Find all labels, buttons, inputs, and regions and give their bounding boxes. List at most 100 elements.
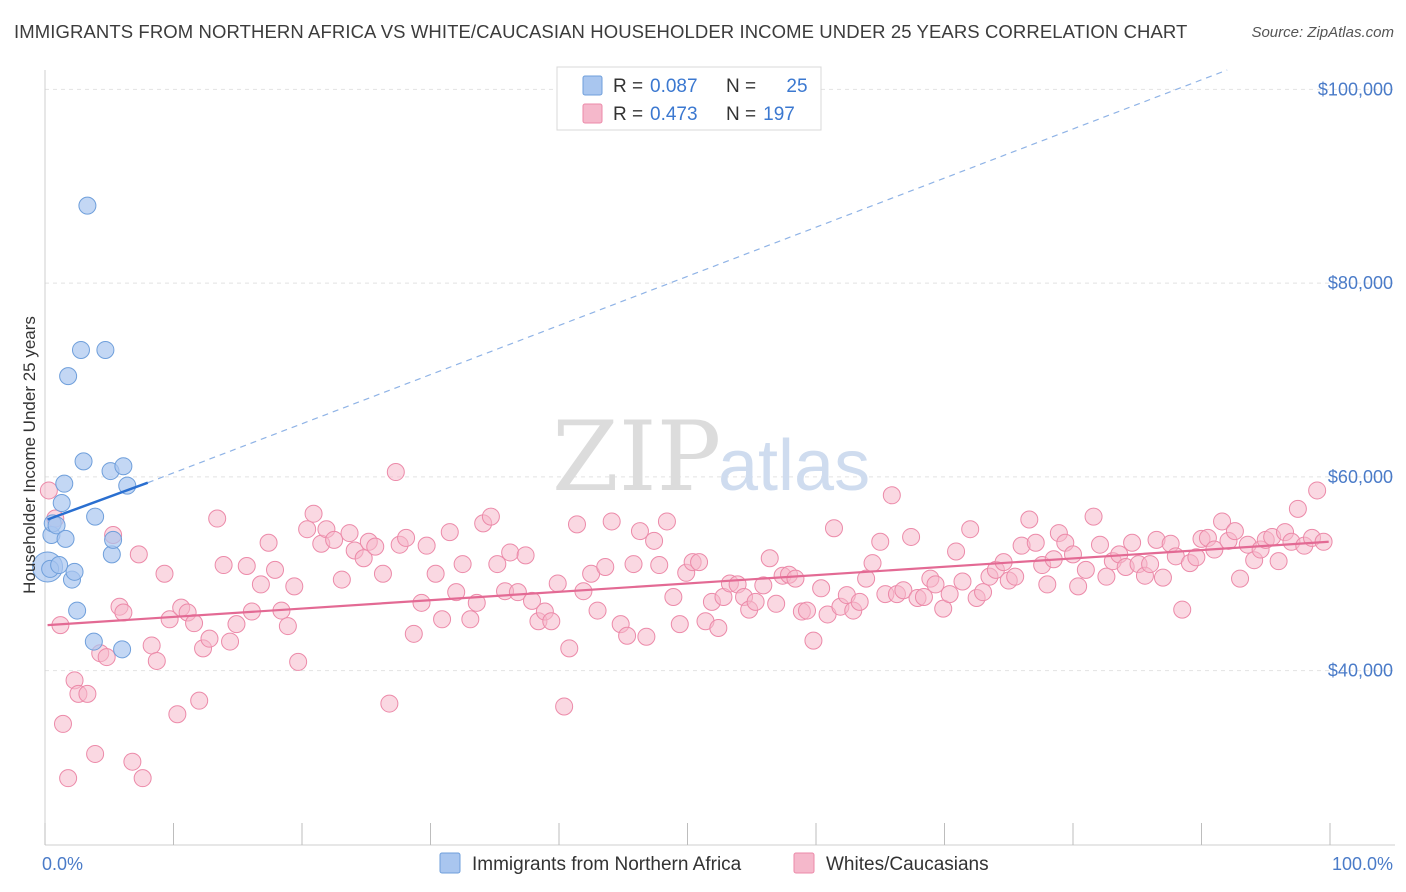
point-whites-48	[354, 549, 373, 568]
point-whites-9	[97, 648, 116, 667]
point-whites-98	[690, 553, 709, 572]
point-whites-158	[1076, 560, 1095, 579]
correlation-legend: R = 0.087 N = 25 R = 0.473 N = 197	[556, 66, 822, 131]
point-whites-161	[1097, 567, 1116, 586]
series-immigrants-points	[32, 196, 137, 659]
point-immigrants-13	[71, 340, 90, 359]
point-whites-170	[1153, 568, 1172, 587]
point-whites-115	[798, 601, 817, 620]
point-whites-34	[259, 533, 278, 552]
point-whites-108	[754, 576, 773, 595]
point-whites-70	[501, 543, 520, 562]
point-whites-14	[129, 545, 148, 564]
legend-r-value-1: 0.087	[650, 76, 698, 97]
point-whites-20	[168, 705, 187, 724]
watermark-atlas: atlas	[718, 426, 870, 506]
point-whites-83	[588, 601, 607, 620]
point-whites-87	[618, 626, 637, 645]
bottom-legend-label-whites: Whites/Caucasians	[826, 854, 989, 875]
legend-swatch-pink	[582, 103, 603, 124]
point-whites-92	[650, 556, 669, 575]
point-whites-128	[882, 486, 901, 505]
point-whites-156	[1064, 545, 1082, 564]
point-immigrants-6	[52, 494, 71, 513]
point-whites-117	[812, 579, 831, 598]
point-whites-135	[926, 575, 945, 594]
point-whites-181	[1225, 522, 1244, 541]
point-immigrants-18	[96, 340, 115, 359]
point-whites-152	[1038, 575, 1057, 594]
point-whites-29	[221, 632, 240, 651]
point-immigrants-9	[59, 367, 78, 386]
point-whites-38	[285, 577, 304, 596]
point-immigrants-16	[84, 632, 103, 651]
trend-whites	[47, 540, 1329, 627]
point-whites-123	[850, 592, 869, 611]
y-tick-label-3: $100,000	[1318, 79, 1393, 99]
point-whites-113	[786, 569, 805, 588]
point-whites-124	[857, 569, 876, 588]
point-immigrants-11	[65, 562, 84, 581]
x-tick-labels: 0.0% 100.0%	[42, 854, 1393, 874]
point-whites-72	[516, 546, 535, 565]
point-whites-3	[59, 769, 78, 788]
point-whites-88	[624, 555, 643, 574]
point-whites-17	[147, 651, 166, 670]
trend-immigrants	[47, 481, 149, 521]
point-whites-78	[555, 697, 574, 716]
point-whites-60	[433, 610, 452, 629]
bottom-legend-label-immigrants: Immigrants from Northern Africa	[472, 854, 742, 875]
point-whites-175	[1187, 548, 1206, 567]
point-whites-65	[467, 593, 486, 612]
watermark: ZIP atlas	[552, 401, 870, 513]
legend-n-value-1: 25	[786, 76, 807, 97]
point-whites-57	[412, 593, 431, 612]
legend-r-label-1: R =	[613, 76, 643, 97]
chart-title: IMMIGRANTS FROM NORTHERN AFRICA VS WHITE…	[14, 21, 1188, 42]
point-whites-24	[190, 691, 209, 710]
point-immigrants-8	[56, 529, 75, 548]
point-whites-85	[602, 512, 621, 531]
point-whites-76	[542, 612, 561, 631]
point-whites-35	[266, 560, 285, 579]
point-whites-71	[508, 583, 527, 602]
point-whites-137	[940, 585, 959, 604]
point-immigrants-7	[55, 474, 74, 493]
point-whites-58	[417, 536, 436, 555]
legend-swatch-blue	[582, 75, 603, 96]
bottom-legend-swatch-blue	[439, 852, 461, 874]
point-whites-149	[1020, 510, 1039, 529]
point-whites-168	[1141, 555, 1160, 574]
watermark-zip: ZIP	[552, 401, 721, 513]
legend-r-label-2: R =	[613, 104, 643, 125]
point-whites-139	[953, 572, 972, 591]
legend-n-label-1: N =	[726, 76, 756, 97]
point-whites-50	[366, 537, 385, 556]
point-whites-142	[974, 583, 993, 602]
y-tick-labels: $40,000 $60,000 $80,000 $100,000	[1318, 79, 1393, 680]
y-tick-label-1: $60,000	[1328, 467, 1393, 487]
point-whites-44	[325, 530, 344, 549]
point-whites-79	[560, 639, 579, 658]
point-whites-109	[760, 549, 779, 568]
point-immigrants-12	[68, 601, 87, 620]
point-whites-16	[142, 636, 161, 655]
point-whites-89	[630, 522, 649, 541]
point-whites-125	[863, 554, 882, 573]
point-whites-101	[709, 619, 728, 637]
point-whites-52	[380, 694, 399, 713]
point-whites-0	[39, 481, 58, 500]
y-axis-title: Householder Income Under 25 years	[20, 316, 39, 594]
point-whites-19	[160, 610, 179, 629]
point-whites-6	[78, 684, 97, 703]
point-immigrants-15	[78, 196, 97, 215]
legend-n-label-2: N =	[726, 104, 756, 125]
point-whites-26	[200, 629, 219, 648]
point-whites-147	[1006, 567, 1025, 586]
point-whites-18	[155, 564, 174, 583]
x-tick-label-1: 100.0%	[1332, 854, 1393, 874]
point-whites-90	[637, 627, 656, 646]
point-whites-107	[746, 592, 765, 611]
point-whites-73	[523, 591, 542, 610]
trend-lines	[47, 69, 1329, 627]
